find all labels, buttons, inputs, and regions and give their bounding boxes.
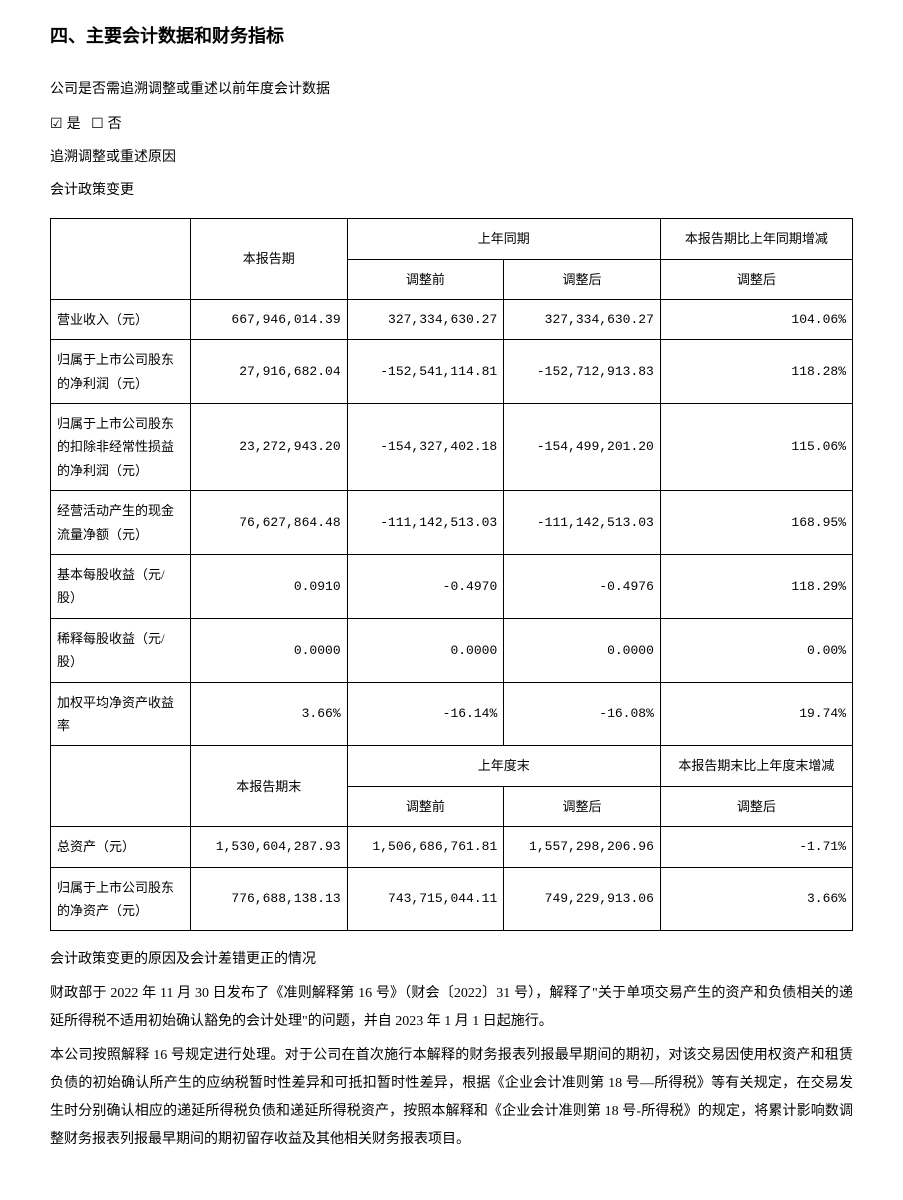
option-yes: 是 xyxy=(67,117,81,132)
cell-value: -152,712,913.83 xyxy=(504,340,661,404)
col-current-period: 本报告期 xyxy=(191,219,348,300)
option-no: 否 xyxy=(108,117,122,132)
cell-value: 1,530,604,287.93 xyxy=(191,827,348,867)
question-text: 公司是否需追溯调整或重述以前年度会计数据 xyxy=(50,77,853,102)
cell-value: -0.4970 xyxy=(347,555,504,619)
table-row: 归属于上市公司股东的净利润（元） 27,916,682.04 -152,541,… xyxy=(51,340,853,404)
col-after-adj2: 调整后 xyxy=(660,259,852,299)
cell-value: 104.06% xyxy=(660,299,852,339)
row-label: 基本每股收益（元/股） xyxy=(51,555,191,619)
row-label: 加权平均净资产收益率 xyxy=(51,682,191,746)
table-row: 归属于上市公司股东的扣除非经常性损益的净利润（元） 23,272,943.20 … xyxy=(51,404,853,491)
col-before-adj: 调整前 xyxy=(347,259,504,299)
cell-value: -111,142,513.03 xyxy=(504,491,661,555)
note-paragraph: 本公司按照解释 16 号规定进行处理。对于公司在首次施行本解释的财务报表列报最早… xyxy=(50,1042,853,1154)
row-label: 归属于上市公司股东的净利润（元） xyxy=(51,340,191,404)
cell-value: -16.08% xyxy=(504,682,661,746)
cell-value: 27,916,682.04 xyxy=(191,340,348,404)
cell-value: 0.00% xyxy=(660,618,852,682)
checkbox-yes-icon: ☑ xyxy=(50,111,63,136)
cell-value: 76,627,864.48 xyxy=(191,491,348,555)
col-after-adj4: 调整后 xyxy=(660,786,852,826)
col-change2: 本报告期末比上年度末增减 xyxy=(660,746,852,786)
cell-value: 743,715,044.11 xyxy=(347,867,504,931)
cell-value: 118.28% xyxy=(660,340,852,404)
table-row: 经营活动产生的现金流量净额（元） 76,627,864.48 -111,142,… xyxy=(51,491,853,555)
financial-data-table: 本报告期 上年同期 本报告期比上年同期增减 调整前 调整后 调整后 营业收入（元… xyxy=(50,218,853,931)
table-row: 加权平均净资产收益率 3.66% -16.14% -16.08% 19.74% xyxy=(51,682,853,746)
cell-value: -154,499,201.20 xyxy=(504,404,661,491)
table-row: 营业收入（元） 667,946,014.39 327,334,630.27 32… xyxy=(51,299,853,339)
col-change: 本报告期比上年同期增减 xyxy=(660,219,852,259)
cell-value: 0.0000 xyxy=(347,618,504,682)
reason-value: 会计政策变更 xyxy=(50,178,853,203)
row-label: 总资产（元） xyxy=(51,827,191,867)
reason-label: 追溯调整或重述原因 xyxy=(50,145,853,170)
cell-value: 749,229,913.06 xyxy=(504,867,661,931)
note-heading: 会计政策变更的原因及会计差错更正的情况 xyxy=(50,946,853,974)
cell-value: 667,946,014.39 xyxy=(191,299,348,339)
table-row: 总资产（元） 1,530,604,287.93 1,506,686,761.81… xyxy=(51,827,853,867)
cell-value: 776,688,138.13 xyxy=(191,867,348,931)
col-blank xyxy=(51,219,191,300)
cell-value: -1.71% xyxy=(660,827,852,867)
cell-value: 0.0000 xyxy=(191,618,348,682)
col-prior-end: 上年度末 xyxy=(347,746,660,786)
section-heading: 四、主要会计数据和财务指标 xyxy=(50,20,853,52)
cell-value: 3.66% xyxy=(660,867,852,931)
col-before-adj2: 调整前 xyxy=(347,786,504,826)
checkbox-no-icon: ☐ xyxy=(91,111,104,136)
col-after-adj3: 调整后 xyxy=(504,786,661,826)
cell-value: 327,334,630.27 xyxy=(347,299,504,339)
note-paragraph: 财政部于 2022 年 11 月 30 日发布了《准则解释第 16 号》（财会〔… xyxy=(50,980,853,1036)
col-after-adj: 调整后 xyxy=(504,259,661,299)
cell-value: 118.29% xyxy=(660,555,852,619)
cell-value: -0.4976 xyxy=(504,555,661,619)
cell-value: 1,557,298,206.96 xyxy=(504,827,661,867)
cell-value: 1,506,686,761.81 xyxy=(347,827,504,867)
row-label: 归属于上市公司股东的扣除非经常性损益的净利润（元） xyxy=(51,404,191,491)
table-row: 基本每股收益（元/股） 0.0910 -0.4970 -0.4976 118.2… xyxy=(51,555,853,619)
cell-value: 23,272,943.20 xyxy=(191,404,348,491)
cell-value: 19.74% xyxy=(660,682,852,746)
cell-value: 0.0910 xyxy=(191,555,348,619)
row-label: 经营活动产生的现金流量净额（元） xyxy=(51,491,191,555)
cell-value: -16.14% xyxy=(347,682,504,746)
cell-value: 115.06% xyxy=(660,404,852,491)
table-row: 归属于上市公司股东的净资产（元） 776,688,138.13 743,715,… xyxy=(51,867,853,931)
cell-value: -154,327,402.18 xyxy=(347,404,504,491)
cell-value: 327,334,630.27 xyxy=(504,299,661,339)
cell-value: -111,142,513.03 xyxy=(347,491,504,555)
row-label: 营业收入（元） xyxy=(51,299,191,339)
checkbox-options: ☑ 是 ☐ 否 xyxy=(50,111,853,137)
cell-value: 0.0000 xyxy=(504,618,661,682)
col-prior-period: 上年同期 xyxy=(347,219,660,259)
cell-value: -152,541,114.81 xyxy=(347,340,504,404)
col-blank2 xyxy=(51,746,191,827)
cell-value: 168.95% xyxy=(660,491,852,555)
cell-value: 3.66% xyxy=(191,682,348,746)
row-label: 稀释每股收益（元/股） xyxy=(51,618,191,682)
col-current-end: 本报告期末 xyxy=(191,746,348,827)
row-label: 归属于上市公司股东的净资产（元） xyxy=(51,867,191,931)
table-row: 稀释每股收益（元/股） 0.0000 0.0000 0.0000 0.00% xyxy=(51,618,853,682)
